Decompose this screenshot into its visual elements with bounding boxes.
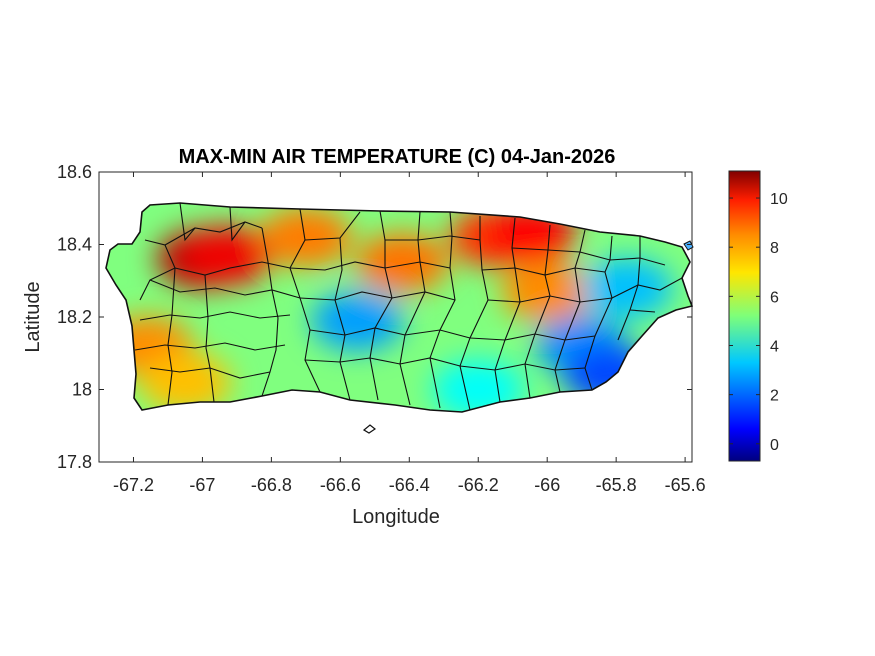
colorbar-tick-label: 8	[770, 240, 779, 257]
x-tick-label: -66	[534, 475, 560, 495]
field-hotspot	[356, 232, 449, 293]
x-tick-label: -65.6	[665, 475, 706, 495]
x-tick-label: -66.8	[251, 475, 292, 495]
x-tick-label: -65.8	[596, 475, 637, 495]
y-axis-label: Latitude	[22, 281, 44, 352]
field-hotspot	[311, 290, 404, 351]
y-axis: 17.8 18 18.2 18.4 18.6	[57, 162, 692, 472]
y-tick-label: 18	[72, 380, 92, 400]
field-hotspot	[501, 261, 594, 322]
y-tick-label: 18.6	[57, 162, 92, 182]
x-tick-label: -66.6	[320, 475, 361, 495]
coastline	[105, 202, 694, 413]
chart-title: MAX-MIN AIR TEMPERATURE (C) 04-Jan-2026	[179, 146, 616, 168]
x-tick-label: -66.4	[389, 475, 430, 495]
x-tick-label: -66.2	[458, 475, 499, 495]
field-hotspot	[139, 352, 232, 412]
small-island-east	[683, 240, 694, 251]
colorbar-tick-label: 10	[770, 191, 788, 208]
colorbar-tick-label: 0	[770, 437, 779, 454]
field-hotspot	[580, 258, 673, 318]
temperature-field	[106, 203, 692, 412]
colorbar-tick-label: 2	[770, 388, 779, 405]
y-tick-label: 18.4	[57, 235, 92, 255]
x-tick-label: -67	[189, 475, 215, 495]
colorbar	[728, 170, 761, 462]
municipality-boundaries	[134, 202, 683, 411]
field-hotspot	[180, 225, 273, 286]
x-axis: -67.2 -67 -66.8 -66.6 -66.4 -66.2 -66 -65.8 -65.…	[113, 172, 706, 495]
x-axis-label: Longitude	[352, 506, 440, 528]
colorbar-tick-label: 6	[770, 289, 779, 306]
colorbar-tick-label: 4	[770, 338, 779, 355]
colorbar-ticks: 0 2 4 6 8 10	[729, 191, 788, 454]
field-hotspot	[259, 207, 352, 268]
x-tick-label: -67.2	[113, 475, 154, 495]
y-tick-label: 17.8	[57, 452, 92, 472]
small-island-south	[362, 424, 377, 434]
y-tick-label: 18.2	[57, 307, 92, 327]
